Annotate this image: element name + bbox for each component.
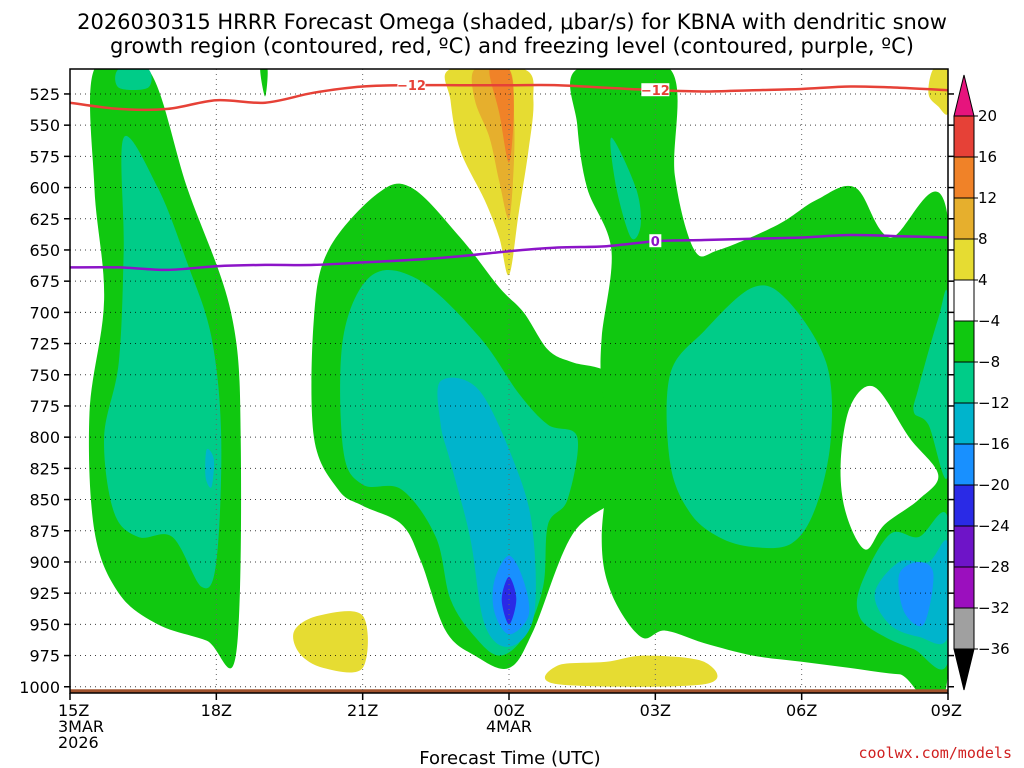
- omega-region-east-white-hole: [840, 385, 939, 550]
- colorbar-tick-label: 20: [978, 107, 997, 125]
- colorbar-tick-label: 12: [978, 189, 997, 207]
- x-tick-label: 21Z: [347, 701, 378, 720]
- ground-surface-band: [70, 689, 948, 693]
- y-tick-label: 575: [29, 147, 60, 166]
- plot-area: −12 −12 0: [70, 69, 948, 693]
- axes: 525 550 575 600 625 650 675 700 725 750 775 800 825 8…: [19, 68, 962, 752]
- omega-region-central-dark-blue: [501, 576, 517, 625]
- x-tick-label: 03Z: [640, 701, 671, 720]
- contour-line-freezing-level-0C: [70, 233, 948, 272]
- y-tick-label: 725: [29, 335, 60, 354]
- colorbar-tick-label: −4: [978, 312, 1000, 330]
- omega-region-far-east-seagreen: [913, 289, 948, 479]
- y-tick-label: 750: [29, 366, 60, 385]
- contour-label-dendritic-growth-region--12C: −12: [397, 79, 426, 94]
- contour-line-dendritic-growth-region--12C: [70, 83, 948, 112]
- colorbar-tick-label: −28: [978, 558, 1010, 576]
- x-tick-year-label: 2026: [58, 733, 99, 752]
- colorbar-tick-label: −20: [978, 476, 1010, 494]
- chart-title-line-2: growth region (contoured, red, ºC) and f…: [110, 34, 914, 58]
- y-tick-label: 775: [29, 397, 60, 416]
- colorbar-tick-label: 8: [978, 230, 988, 248]
- colorbar-segment: [953, 607, 975, 650]
- contour-label-dendritic-growth-region--12C: −12: [641, 84, 670, 99]
- contour-label-bg: [397, 78, 426, 92]
- y-tick-label: 550: [29, 116, 60, 135]
- colorbar-tick-label: −16: [978, 435, 1010, 453]
- colorbar-segment: [953, 361, 975, 404]
- y-tick-label: 875: [29, 522, 60, 541]
- colorbar-tick-label: 16: [978, 148, 997, 166]
- omega-region-east-seagreen-main: [666, 285, 833, 549]
- contour-label-freezing-level-0C: 0: [651, 235, 660, 250]
- omega-region-small-green-drip: [260, 69, 268, 97]
- colorbar-tick-label: −32: [978, 599, 1010, 617]
- x-tick-label: 06Z: [786, 701, 817, 720]
- colorbar-tick-label: −8: [978, 353, 1000, 371]
- omega-region-central-orange: [489, 69, 514, 163]
- x-tick-label: 00Z: [493, 701, 524, 720]
- omega-region-south-yellow-east: [544, 655, 718, 687]
- y-tick-label: 625: [29, 210, 60, 229]
- colorbar-tick-label: −36: [978, 640, 1010, 658]
- colorbar-top-triangle: [953, 74, 975, 117]
- y-tick-label: 700: [29, 303, 60, 322]
- y-tick-label: 600: [29, 179, 60, 198]
- gridlines: [70, 69, 948, 693]
- y-tick-label: 525: [29, 85, 60, 104]
- contour-label-bg: [649, 234, 662, 248]
- omega-region-west-top-seagreen: [115, 69, 152, 91]
- omega-region-east-seagreen: [610, 137, 641, 240]
- omega-region-top-right-yellow: [928, 69, 948, 115]
- colorbar-segment: [953, 320, 975, 363]
- colorbar-tick-label: 4: [978, 271, 988, 289]
- y-tick-label: 825: [29, 459, 60, 478]
- chart-title-line-1: 2026030315 HRRR Forecast Omega (shaded, …: [77, 10, 947, 34]
- contour-label-bg: [641, 83, 670, 97]
- source-credit: coolwx.com/models: [858, 744, 1012, 762]
- colorbar-segment: [953, 443, 975, 486]
- colorbar-tick-label: −12: [978, 394, 1010, 412]
- x-axis-label: Forecast Time (UTC): [419, 748, 600, 768]
- colorbar-segment: [953, 115, 975, 158]
- omega-region-southeast-blue: [898, 562, 934, 627]
- colorbar-legend: 20 16 12 8 4 −4 −8 −12 −16 −20 −24 −28 −32 −36: [953, 74, 1010, 691]
- colorbar-segment: [953, 279, 975, 322]
- colorbar-segment: [953, 156, 975, 199]
- colorbar-tick-label: −24: [978, 517, 1010, 535]
- omega-region-west-cyan-fleck: [205, 448, 215, 488]
- y-tick-label: 975: [29, 647, 60, 666]
- colorbar-segment: [953, 525, 975, 568]
- y-tick-label: 650: [29, 241, 60, 260]
- y-tick-label: 900: [29, 553, 60, 572]
- omega-region-west-seagreen: [104, 135, 222, 589]
- x-tick-sublabel: 3MAR: [58, 717, 104, 736]
- y-tick-label: 850: [29, 491, 60, 510]
- colorbar-segment: [953, 402, 975, 445]
- colorbar-segment: [953, 197, 975, 240]
- colorbar-bottom-triangle: [953, 648, 975, 691]
- y-tick-label: 950: [29, 615, 60, 634]
- y-tick-label: 1000: [19, 678, 60, 697]
- colorbar-segment: [953, 566, 975, 609]
- omega-region-south-yellow-west: [293, 611, 368, 673]
- x-tick-sublabel: 4MAR: [486, 717, 532, 736]
- y-tick-label: 675: [29, 272, 60, 291]
- y-tick-label: 925: [29, 584, 60, 603]
- x-tick-label: 09Z: [931, 701, 962, 720]
- colorbar-segment: [953, 238, 975, 281]
- x-tick-label: 18Z: [201, 701, 232, 720]
- y-tick-label: 800: [29, 428, 60, 447]
- colorbar-segment: [953, 484, 975, 527]
- x-tick-label: 15Z: [58, 701, 89, 720]
